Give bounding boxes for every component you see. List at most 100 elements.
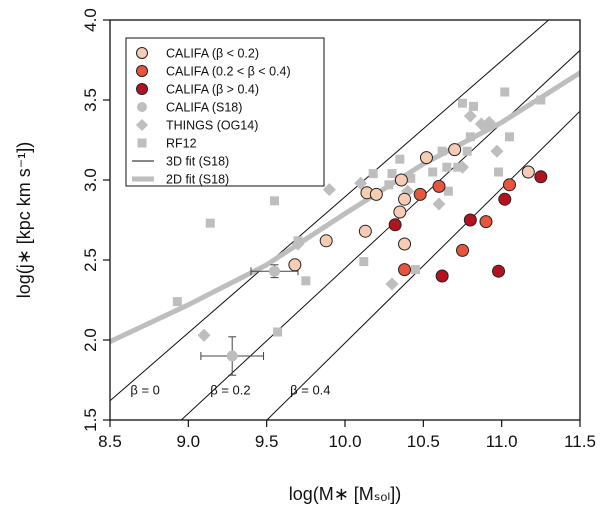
point-square: [458, 98, 467, 108]
x-tick-label: 10.0: [328, 432, 361, 451]
point-square: [462, 146, 472, 156]
legend-label: THINGS (OG14): [166, 119, 258, 133]
legend-marker: [136, 65, 148, 77]
point-circle: [479, 215, 493, 229]
legend-marker: [136, 47, 148, 59]
point-square: [368, 169, 378, 179]
x-tick-label: 9.0: [177, 432, 201, 451]
y-tick-label: 3.0: [81, 168, 100, 192]
point-circle: [269, 265, 280, 277]
y-tick-label: 1.5: [81, 408, 100, 432]
point-diamond: [322, 183, 336, 197]
legend-label: CALIFA (β > 0.4): [166, 83, 259, 97]
legend: CALIFA (β < 0.2) CALIFA (0.2 < β < 0.4) CA…: [125, 37, 325, 187]
point-circle: [226, 350, 238, 362]
x-tick-label: 11.0: [486, 432, 518, 451]
beta-label: β = 0: [130, 382, 160, 397]
legend-marker: [137, 138, 147, 148]
y-tick-label: 2.5: [81, 248, 100, 272]
legend-box: [125, 37, 325, 187]
point-square: [500, 87, 510, 97]
legend-label: CALIFA (β < 0.2): [166, 47, 259, 61]
x-axis-title: log(M∗ [Mₛₒₗ]): [289, 484, 402, 504]
beta-annotations: β = 0 β = 0.2 β = 0.4: [130, 382, 330, 397]
y-tick-label: 3.5: [81, 88, 100, 112]
point-circle: [456, 243, 469, 257]
legend-marker: [136, 83, 148, 95]
y-axis: 1.5 2.0 2.5 3.0 3.5 4.0: [81, 8, 110, 432]
point-circle: [521, 165, 535, 179]
point-circle: [435, 269, 449, 283]
point-circle: [398, 192, 412, 206]
point-circle: [358, 224, 372, 238]
legend-label: RF12: [166, 137, 197, 151]
point-square: [395, 154, 405, 164]
point-diamond: [197, 328, 211, 342]
point-circle: [419, 151, 433, 165]
legend-label: 3D fit (S18): [166, 155, 229, 169]
point-diamond: [463, 109, 477, 123]
point-diamond: [432, 197, 446, 211]
fit-line-3d: [110, 20, 549, 402]
point-diamond: [482, 115, 496, 129]
point-square: [536, 95, 546, 105]
point-square: [428, 167, 438, 177]
point-circle: [498, 192, 512, 206]
point-square: [481, 122, 491, 132]
point-square: [465, 132, 475, 142]
point-diamond: [490, 144, 504, 158]
y-tick-label: 2.0: [81, 328, 100, 352]
x-axis: 8.5 9.0 9.5 10.0 10.5 11.0 11.5: [98, 420, 596, 451]
point-square: [387, 169, 397, 179]
point-circle: [393, 205, 407, 219]
legend-label: CALIFA (S18): [166, 101, 242, 115]
point-square: [443, 186, 453, 196]
point-square: [273, 327, 283, 337]
point-diamond: [354, 176, 368, 190]
point-square: [442, 162, 452, 172]
legend-marker: [137, 102, 147, 112]
point-circle: [432, 179, 446, 193]
y-tick-label: 4.0: [81, 8, 100, 32]
point-square: [270, 196, 279, 206]
point-circle: [463, 213, 477, 227]
point-square: [505, 132, 514, 142]
point-diamond: [456, 160, 469, 174]
point-circle: [413, 187, 427, 201]
fit-line-2d: [110, 70, 580, 345]
point-circle: [394, 173, 408, 187]
point-square: [494, 167, 504, 177]
legend-marker: [136, 119, 148, 131]
point-circle: [492, 264, 506, 278]
point-circle: [388, 218, 402, 232]
point-circle: [398, 263, 412, 277]
point-square: [172, 297, 182, 307]
legend-label: 2D fit (S18): [166, 173, 229, 187]
data-points-layer: [172, 87, 548, 376]
y-axis-title: log(j∗ [kpc km s⁻¹]): [14, 142, 34, 299]
point-square: [359, 257, 369, 267]
point-square: [301, 276, 311, 286]
point-diamond: [385, 277, 399, 291]
x-tick-label: 11.5: [564, 432, 596, 451]
legend-label: CALIFA (0.2 < β < 0.4): [166, 65, 291, 79]
point-circle: [448, 143, 462, 157]
point-square: [384, 180, 394, 190]
x-tick-label: 9.5: [255, 432, 279, 451]
point-square: [205, 218, 215, 228]
point-circle: [319, 234, 333, 248]
point-square: [468, 101, 478, 111]
x-tick-label: 10.5: [407, 432, 440, 451]
point-circle: [398, 237, 412, 251]
point-circle: [503, 178, 516, 192]
point-circle: [534, 170, 548, 184]
point-square: [406, 173, 416, 183]
point-square: [411, 265, 420, 275]
point-circle: [288, 258, 302, 272]
beta-label: β = 0.4: [290, 382, 330, 397]
point-diamond: [291, 237, 305, 251]
x-tick-label: 8.5: [98, 432, 122, 451]
point-square: [437, 146, 447, 156]
point-circle: [369, 187, 383, 201]
